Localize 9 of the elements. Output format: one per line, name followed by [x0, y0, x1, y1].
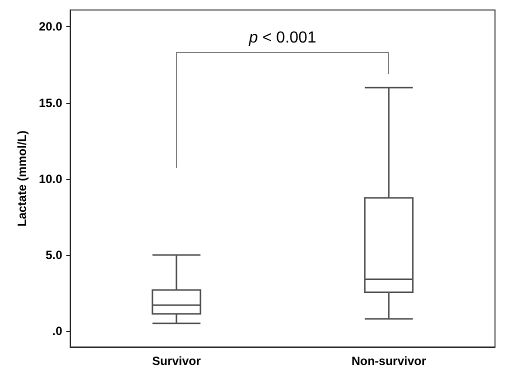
y-axis-title: Lactate (mmol/L)	[15, 130, 29, 227]
x-tick-label: Non-survivor	[351, 354, 426, 368]
y-tick-label: 20.0	[38, 20, 63, 34]
y-tick-label: 5.0	[46, 248, 63, 262]
annotation: p < 0.001	[248, 30, 316, 47]
y-tick-label: .0	[52, 324, 63, 338]
x-tick-label: Survivor	[152, 354, 202, 368]
y-tick-label: 15.0	[38, 96, 63, 110]
y-tick-label: 10.0	[38, 172, 63, 186]
